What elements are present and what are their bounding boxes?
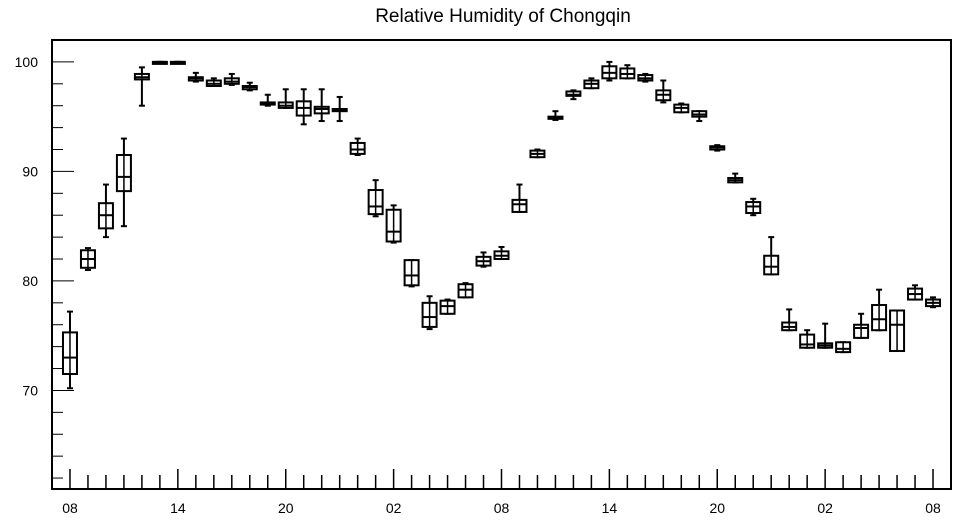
boxes — [61, 60, 942, 390]
box-hour-47 — [907, 284, 924, 301]
box-hour-27 — [547, 110, 564, 121]
box-hour-16 — [349, 137, 366, 156]
box-hour-7 — [187, 71, 204, 83]
box-hour-43 — [835, 341, 852, 354]
box-hour-19 — [403, 259, 420, 288]
box-hour-40 — [781, 308, 798, 332]
box-hour-30 — [601, 60, 618, 82]
box-hour-37 — [727, 172, 744, 184]
box-hour-29 — [583, 77, 600, 90]
box-hour-35 — [691, 110, 708, 123]
box-hour-24 — [493, 245, 510, 261]
box-hour-2 — [97, 183, 114, 239]
box-hour-3 — [115, 137, 132, 228]
box-hour-46 — [889, 309, 906, 353]
y-axis: 70 80 90 100 — [15, 39, 74, 479]
plot-frame — [51, 39, 952, 490]
box-hour-20 — [421, 295, 438, 331]
box-hour-12 — [277, 88, 294, 109]
box-hour-41 — [799, 329, 816, 349]
box-hour-23 — [475, 251, 492, 268]
y-tick-label: 70 — [22, 382, 38, 398]
x-tick-label: 02 — [386, 500, 402, 516]
y-tick-label: 100 — [15, 54, 39, 70]
box-hour-38 — [745, 197, 762, 217]
box-hour-15 — [331, 95, 348, 123]
box-hour-44 — [853, 312, 870, 339]
x-tick-label: 20 — [709, 500, 725, 516]
box-hour-5 — [151, 60, 168, 65]
box-hour-0 — [61, 310, 78, 390]
box-hour-17 — [367, 179, 384, 218]
box-hour-33 — [655, 79, 672, 104]
x-tick-label: 08 — [62, 500, 78, 516]
box-hour-22 — [457, 282, 474, 299]
box-hour-13 — [295, 88, 312, 126]
x-tick-label: 14 — [602, 500, 618, 516]
box-hour-25 — [511, 183, 528, 213]
box-hour-1 — [79, 247, 96, 271]
box-hour-34 — [673, 102, 690, 114]
box-hour-31 — [619, 64, 636, 80]
x-tick-label: 08 — [494, 500, 510, 516]
box-hour-42 — [817, 322, 834, 349]
chart-title: Relative Humidity of Chongqin — [375, 6, 631, 27]
box-hour-18 — [385, 204, 402, 244]
box-hour-9 — [223, 72, 240, 86]
x-axis: 08 14 20 02 08 14 20 02 08 — [62, 469, 941, 516]
x-tick-label: 14 — [170, 500, 186, 516]
x-tick-label: 20 — [278, 500, 294, 516]
y-tick-label: 80 — [22, 273, 38, 289]
x-tick-label: 02 — [817, 500, 833, 516]
box-hour-8 — [205, 77, 222, 87]
box-hour-36 — [709, 144, 726, 152]
box-hour-28 — [565, 89, 582, 101]
box-hour-14 — [313, 88, 330, 123]
box-hour-6 — [169, 60, 186, 65]
x-tick-label: 08 — [925, 500, 941, 516]
box-hour-11 — [259, 93, 276, 107]
box-hour-26 — [529, 148, 546, 159]
box-hour-32 — [637, 72, 654, 83]
box-hour-39 — [763, 236, 780, 276]
box-hour-21 — [439, 298, 456, 315]
y-tick-label: 90 — [22, 163, 38, 179]
box-hour-45 — [871, 288, 888, 332]
box-hour-10 — [241, 81, 258, 92]
box-hour-48 — [925, 296, 942, 309]
box-hour-4 — [133, 66, 150, 107]
